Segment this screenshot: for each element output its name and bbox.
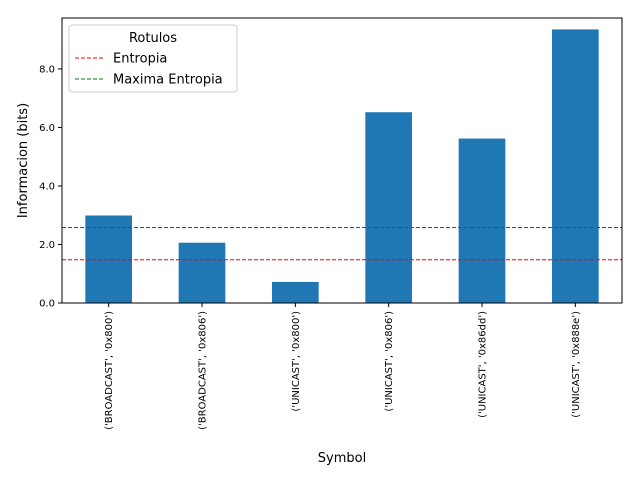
bar-2 [272, 281, 319, 303]
x-tick-label-1: ('BROADCAST', '0x806') [198, 311, 209, 430]
bar-1 [178, 242, 226, 303]
y-tick-label-4: 8.0 [39, 64, 55, 75]
x-tick-label-0: ('BROADCAST', '0x800') [104, 311, 115, 430]
x-tick-label-2: ('UNICAST', '0x800') [291, 311, 302, 412]
y-tick-label-1: 2.0 [39, 240, 55, 251]
y-tick-label-3: 6.0 [39, 123, 55, 134]
x-tick-label-3: ('UNICAST', '0x806') [384, 311, 395, 412]
x-axis-label: Symbol [318, 451, 366, 466]
x-axis-ticks: ('BROADCAST', '0x800') ('BROADCAST', '0x8… [104, 303, 582, 430]
legend-entries: Entropia Maxima Entropia [75, 52, 223, 88]
x-tick-label-5: ('UNICAST', '0x888e') [571, 311, 582, 418]
bars-group [85, 29, 599, 303]
legend-box [68, 24, 238, 93]
y-axis-ticks: 0.0 2.0 4.0 6.0 8.0 [39, 64, 62, 310]
bar-5 [552, 29, 599, 303]
x-tick-label-4: ('UNICAST', '0x86dd') [478, 311, 489, 418]
reference-lines-group [62, 227, 622, 261]
y-axis-label: Informacion (bits) [16, 103, 31, 218]
legend-entry-0: Entropia [113, 52, 167, 67]
bar-3 [365, 112, 412, 303]
axes-frame [61, 17, 623, 304]
y-tick-label-0: 0.0 [39, 299, 55, 310]
bar-4 [458, 138, 506, 303]
legend-title: Rotulos [129, 31, 177, 46]
y-tick-label-2: 4.0 [39, 181, 55, 192]
legend: Rotulos Entropia Maxima Entropia [68, 24, 238, 93]
legend-entry-1: Maxima Entropia [113, 73, 223, 88]
